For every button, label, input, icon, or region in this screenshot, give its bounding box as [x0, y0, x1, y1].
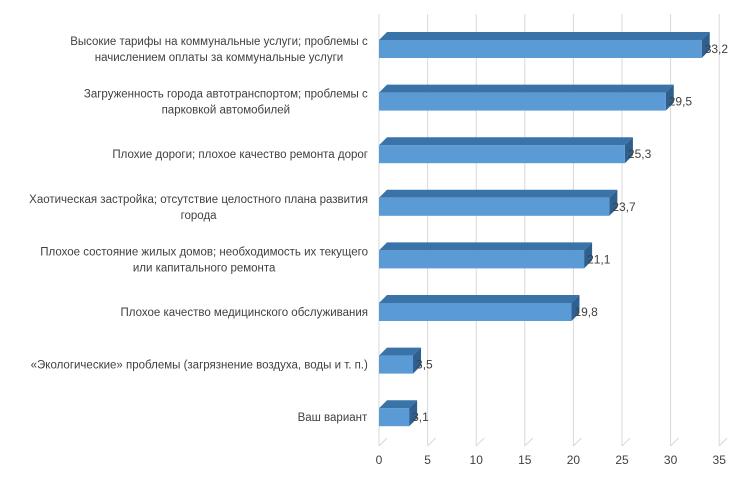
bar [379, 197, 610, 216]
x-tick-label: 10 [470, 453, 484, 467]
data-label: 19,8 [574, 305, 598, 319]
category-label: Хаотическая застройка; отсутствие целост… [29, 194, 368, 222]
x-tick-label: 0 [376, 453, 383, 467]
bar-top [379, 189, 618, 198]
category-label: Загруженность города автотранспортом; пр… [84, 89, 368, 117]
bar-side [409, 400, 418, 427]
bar-side [571, 295, 580, 321]
data-label: 3,5 [416, 358, 433, 372]
bar-side [584, 242, 593, 269]
tick-layer: 0 5 10 15 20 25 30 35 [376, 453, 727, 467]
bar [379, 145, 625, 164]
category-label: Высокие тарифы на коммунальные услуги; п… [70, 36, 368, 64]
x-tick-label: 20 [567, 453, 581, 467]
gridline-depth [718, 437, 728, 447]
bar-top [379, 295, 580, 303]
x-tick-label: 30 [664, 453, 678, 467]
data-label: 3,1 [412, 410, 429, 424]
gridline-depth [573, 437, 582, 447]
gridline-depth [427, 437, 436, 447]
grid-layer [378, 14, 728, 447]
x-tick-label: 5 [424, 453, 431, 467]
data-label: 29,5 [669, 95, 693, 109]
category-label: Плохое качество медицинского обслуживани… [121, 307, 368, 319]
bar-top [379, 400, 418, 409]
data-label: 25,3 [628, 147, 652, 161]
bar-layer [379, 32, 710, 427]
bar-side [665, 84, 674, 111]
bar [379, 40, 702, 58]
bar [379, 303, 572, 321]
data-label: 33,2 [705, 42, 729, 56]
bar-top [379, 84, 674, 93]
label-layer: 33,2 Высокие тарифы на коммунальные услуг… [29, 36, 728, 424]
bar-top [379, 137, 633, 146]
bar-side [701, 32, 710, 58]
bar-side [624, 137, 633, 164]
gridline-depth [378, 437, 388, 447]
bar [379, 408, 410, 427]
gridline-depth [524, 437, 534, 447]
category-label: Плохие дороги; плохое качество ремонта д… [112, 149, 368, 161]
data-label: 21,1 [587, 252, 611, 266]
bar [379, 92, 666, 111]
bar [379, 355, 414, 374]
category-label: Плохое состояние жилых домов; необходимо… [40, 246, 368, 274]
x-tick-label: 35 [713, 453, 727, 467]
bar-top [379, 347, 422, 356]
gridline-depth [475, 437, 485, 447]
bar-top [379, 242, 593, 251]
bar-top [379, 32, 710, 40]
bar-side [413, 347, 422, 374]
x-tick-label: 25 [615, 453, 629, 467]
gridline-depth [621, 437, 631, 447]
category-label: «Экологические» проблемы (загрязнение во… [31, 360, 368, 372]
bar-side [609, 189, 618, 216]
gridline-depth [670, 437, 679, 447]
bar [379, 250, 585, 269]
data-label: 23,7 [612, 200, 636, 214]
category-label: Ваш вариант [298, 412, 368, 424]
x-tick-label: 15 [518, 453, 532, 467]
